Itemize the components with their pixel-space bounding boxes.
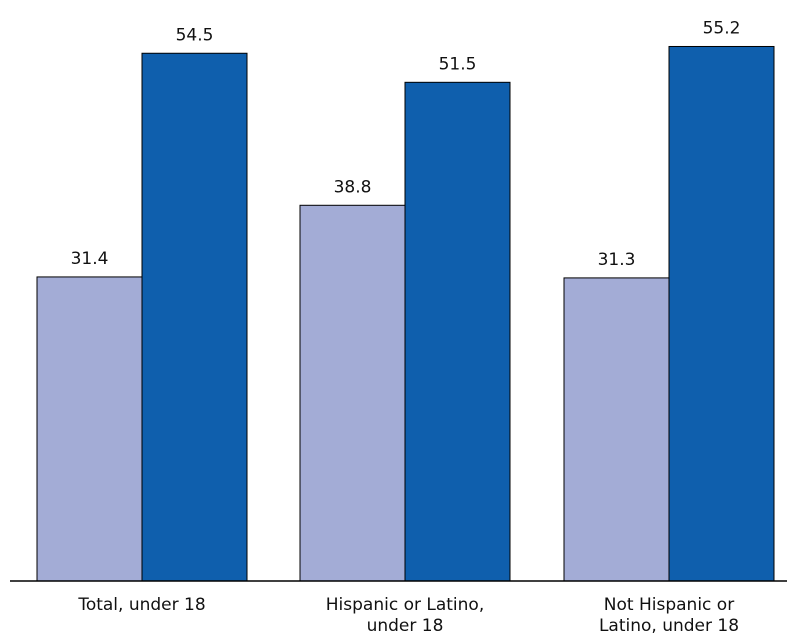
bar-1-series-1 — [36, 276, 143, 582]
category-label-2-line-1: Hispanic or Latino, — [326, 595, 484, 615]
category-label-3-line-1: Not Hispanic or — [604, 595, 734, 615]
category-label-1-line-1: Total, under 18 — [77, 595, 205, 615]
value-label-3-series-2: 55.2 — [703, 18, 741, 38]
category-label-2-line-2: under 18 — [367, 616, 444, 636]
value-label-3-series-1: 31.3 — [598, 250, 636, 270]
bar-3-series-2 — [668, 45, 775, 582]
bar-2-series-2 — [404, 81, 511, 582]
bar-1-series-2 — [141, 52, 248, 582]
category-label-2: Hispanic or Latino, under 18 — [326, 595, 484, 636]
value-label-1-series-2: 54.5 — [176, 25, 214, 45]
category-label-3: Not Hispanic or Latino, under 18 — [599, 595, 739, 636]
bars-group — [36, 45, 775, 582]
category-label-3-line-2: Latino, under 18 — [599, 616, 739, 636]
value-label-1-series-1: 31.4 — [71, 249, 109, 269]
value-label-2-series-1: 38.8 — [334, 177, 372, 197]
value-labels-group: 31.4 54.5 38.8 51.5 31.3 55.2 — [71, 18, 741, 269]
bar-3-series-1 — [563, 277, 670, 582]
category-labels-group: Total, under 18 Hispanic or Latino, under … — [77, 595, 739, 636]
bar-2-series-1 — [299, 204, 406, 582]
category-label-1: Total, under 18 — [77, 595, 205, 615]
value-label-2-series-2: 51.5 — [439, 54, 477, 74]
